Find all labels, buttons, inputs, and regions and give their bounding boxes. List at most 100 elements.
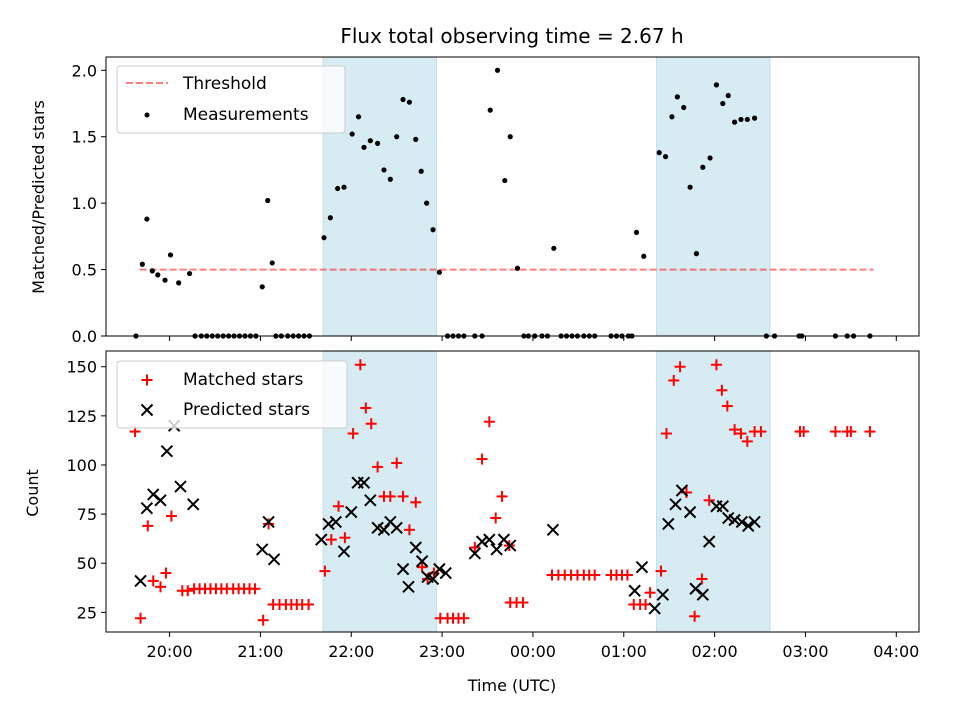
top-y-axis-label: Matched/Predicted stars — [29, 100, 48, 294]
y-tick-label: 2.0 — [72, 61, 97, 80]
predicted-star-point — [648, 602, 661, 615]
top-axes-frame — [105, 56, 920, 337]
measurement-point — [641, 253, 647, 259]
measurement-point — [381, 167, 387, 173]
measurement-point — [662, 154, 669, 160]
y-tick-label: 0.5 — [72, 261, 97, 280]
y-tick-label: 75 — [77, 505, 97, 524]
measurement-point — [731, 119, 738, 125]
measurement-point — [327, 215, 333, 221]
predicted-star-point — [322, 517, 335, 531]
matched-star-point — [710, 359, 722, 371]
matched-star-point — [741, 435, 753, 447]
matched-star-point — [689, 610, 701, 622]
y-tick-label: 1.5 — [72, 128, 97, 147]
predicted-star-point — [337, 545, 351, 558]
matched-star-point — [182, 585, 194, 597]
matched-star-point — [735, 428, 747, 440]
predicted-star-point — [483, 533, 496, 546]
measurement-point — [700, 164, 706, 170]
bottom-legend-box — [116, 360, 348, 429]
predicted-star-point — [433, 562, 446, 576]
predicted-star-point — [702, 535, 716, 548]
measurement-point — [502, 177, 508, 184]
bottom-panel: 25 50 75 100 125 150 20:00 21:00 22:00 23:00 00:0… — [23, 350, 920, 695]
measurement-point — [720, 100, 726, 107]
bottom-legend: Matched stars Predicted stars — [116, 360, 348, 429]
predicted-star-point — [426, 572, 440, 586]
predicted-star-point — [662, 517, 675, 531]
y-tick-label: 1.0 — [72, 194, 97, 213]
matched-star-point — [476, 453, 488, 465]
x-tick-label: 20:00 — [147, 642, 193, 661]
bottom-legend-predicted-swatch — [140, 403, 154, 417]
predicted-star-point — [364, 494, 377, 507]
measurement-point — [418, 168, 424, 174]
matched-star-point — [458, 612, 470, 624]
measurement-point — [259, 284, 265, 290]
matched-star-point — [410, 496, 422, 508]
matched-star-point — [372, 461, 384, 473]
measurement-point — [514, 265, 521, 271]
measurement-point — [693, 251, 700, 257]
y-tick-label: 0.0 — [72, 327, 97, 346]
matched-star-point — [483, 416, 495, 428]
x-tick-label: 02:00 — [692, 642, 738, 661]
matched-star-point — [721, 400, 733, 412]
predicted-star-point — [439, 566, 452, 580]
measurement-point — [551, 245, 557, 251]
measurement-point — [751, 115, 758, 121]
x-tick-label: 22:00 — [328, 642, 374, 661]
predicted-star-point — [656, 588, 670, 601]
predicted-star-point — [396, 562, 410, 576]
measurement-point — [400, 96, 406, 103]
bottom-axes-frame — [105, 350, 920, 633]
matched-star-point — [263, 518, 275, 530]
matched-star-point — [469, 542, 481, 554]
measurement-point — [713, 82, 720, 88]
matched-star-point — [716, 384, 728, 396]
measurement-point — [367, 138, 373, 144]
predicted-star-point — [728, 513, 741, 527]
matched-star-point — [403, 524, 415, 536]
measurement-point — [375, 140, 381, 146]
predicted-star-point — [683, 505, 697, 519]
predicted-star-point — [256, 543, 269, 556]
measurement-point — [186, 270, 193, 277]
x-axis-label: Time (UTC) — [467, 676, 556, 695]
predicted-star-point — [390, 521, 403, 535]
predicted-star-point — [675, 484, 689, 497]
matched-star-point — [160, 567, 172, 579]
top-y-ticks: 0.0 0.5 1.0 1.5 2.0 — [72, 61, 106, 346]
matched-star-point — [142, 520, 154, 532]
matched-star-point — [755, 426, 767, 438]
y-tick-label: 150 — [66, 358, 97, 377]
measurement-point — [361, 144, 367, 150]
matched-star-point — [165, 510, 177, 522]
measurement-point — [321, 235, 327, 241]
measurement-point — [494, 67, 501, 73]
matched-star-point — [384, 490, 396, 502]
x-tick-label: 23:00 — [419, 642, 465, 661]
predicted-star-point — [377, 523, 391, 537]
top-legend-threshold-label: Threshold — [182, 74, 267, 94]
predicted-star-point — [415, 555, 429, 568]
measurement-point — [436, 269, 442, 275]
matched-star-point — [490, 512, 502, 524]
y-tick-label: 100 — [66, 456, 97, 475]
matched-star-point — [155, 581, 167, 593]
observing-window-band — [655, 350, 771, 633]
top-legend-measurements-swatch — [144, 112, 150, 118]
matched-star-point — [496, 490, 508, 502]
top-legend: Threshold Measurements — [116, 65, 346, 134]
x-tick-label: 01:00 — [601, 642, 647, 661]
measurement-point — [633, 229, 640, 235]
matched-star-point — [621, 569, 633, 581]
measurement-point — [424, 200, 430, 206]
predicted-star-point — [262, 515, 275, 529]
measurement-point — [406, 99, 412, 105]
predicted-star-point — [174, 480, 187, 493]
predicted-star-point — [329, 515, 343, 529]
y-tick-label: 25 — [77, 603, 97, 622]
matched-star-point — [147, 575, 159, 587]
